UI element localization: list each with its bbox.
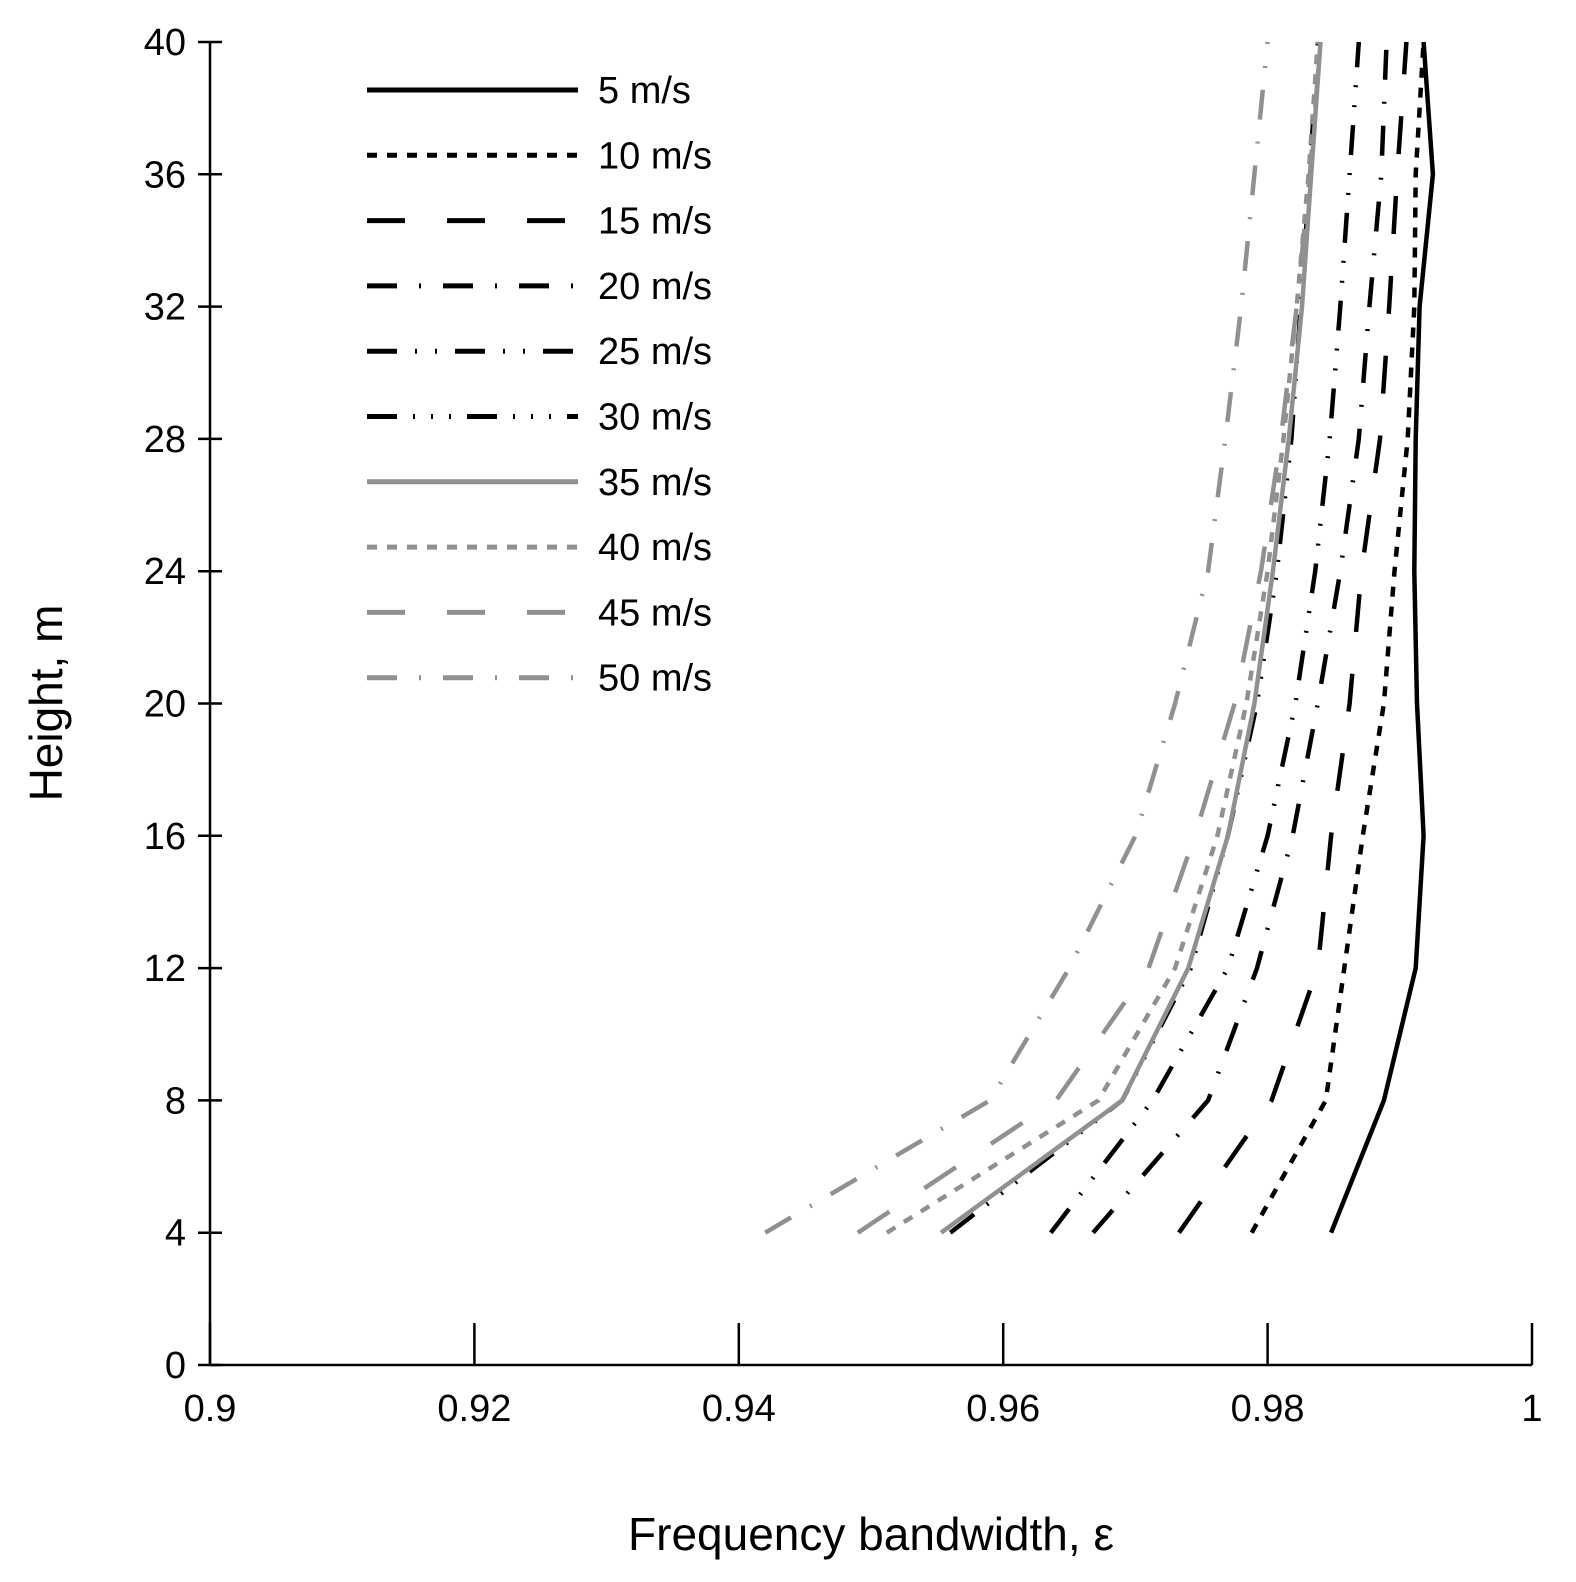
series-line-3 bbox=[1177, 41, 1409, 1234]
legend-label-5: 25 m/s bbox=[598, 331, 712, 373]
y-tick-label: 24 bbox=[144, 551, 186, 593]
y-tick-label: 16 bbox=[144, 816, 186, 858]
legend-label-8: 40 m/s bbox=[598, 527, 712, 569]
x-tick-label: 0.92 bbox=[437, 1388, 511, 1430]
y-tick-label: 0 bbox=[165, 1345, 186, 1387]
series-line-4 bbox=[1091, 41, 1389, 1235]
y-tick-label: 12 bbox=[144, 948, 186, 990]
legend-label-6: 30 m/s bbox=[598, 397, 712, 439]
series-line-5 bbox=[1049, 41, 1362, 1235]
series-line-10 bbox=[764, 41, 1270, 1235]
legend-label-9: 45 m/s bbox=[598, 592, 712, 634]
y-tick-label: 4 bbox=[165, 1213, 186, 1255]
x-tick-label: 0.98 bbox=[1231, 1388, 1305, 1430]
series-line-7 bbox=[939, 41, 1323, 1235]
legend-label-10: 50 m/s bbox=[598, 658, 712, 700]
series-layer bbox=[764, 41, 1436, 1235]
legend-label-7: 35 m/s bbox=[598, 462, 712, 504]
y-tick-label: 40 bbox=[144, 22, 186, 64]
series-line-2 bbox=[1249, 41, 1426, 1234]
series-line-8 bbox=[885, 41, 1321, 1235]
ticks: 0 4 8 12 16 20 24 28 32 36 40 0.9 0.92 0.94 0.96 0.98 1 bbox=[144, 22, 1543, 1430]
legend: 5 m/s 10 m/s 15 m/s 20 m/s 25 m/s 30 m/s 35 m/… bbox=[367, 70, 712, 700]
x-tick-label: 0.9 bbox=[184, 1388, 237, 1430]
x-tick-label: 0.94 bbox=[702, 1388, 776, 1430]
y-tick-label: 28 bbox=[144, 419, 186, 461]
y-tick-label: 36 bbox=[144, 154, 186, 196]
legend-label-1: 5 m/s bbox=[598, 70, 691, 112]
y-axis-title: Height, m bbox=[20, 605, 72, 802]
x-axis-title: Frequency bandwidth, ε bbox=[628, 1508, 1114, 1560]
series-line-1 bbox=[1329, 41, 1436, 1234]
legend-label-4: 20 m/s bbox=[598, 266, 712, 308]
x-tick-label: 0.96 bbox=[966, 1388, 1040, 1430]
legend-label-3: 15 m/s bbox=[598, 201, 712, 243]
axes bbox=[208, 42, 1532, 1367]
y-tick-label: 20 bbox=[144, 684, 186, 726]
y-tick-label: 32 bbox=[144, 287, 186, 329]
legend-label-2: 10 m/s bbox=[598, 135, 712, 177]
x-tick-label: 1 bbox=[1521, 1388, 1542, 1430]
y-tick-label: 8 bbox=[165, 1080, 186, 1122]
series-line-9 bbox=[856, 41, 1323, 1235]
